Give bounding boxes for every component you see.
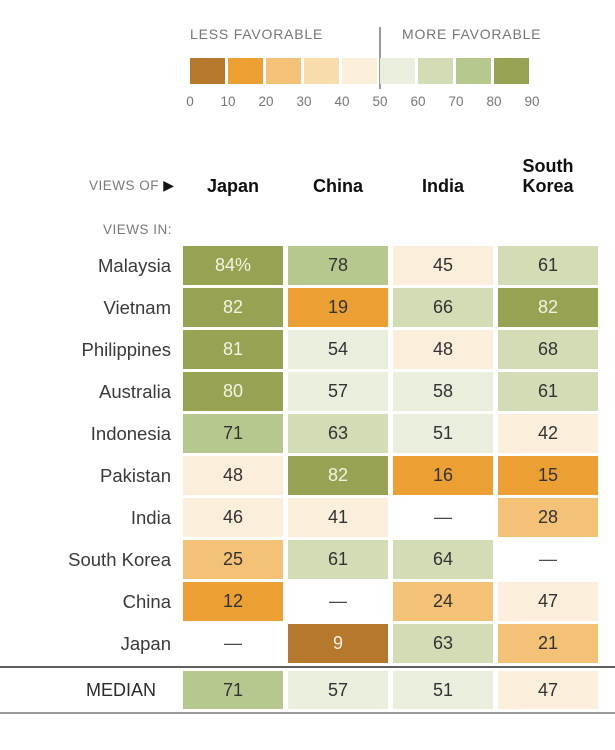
column-header-china: China [312, 175, 363, 196]
cell-china-china: — [288, 582, 388, 621]
row-label-japan: Japan [120, 632, 171, 654]
cell-indonesia-china: 63 [288, 414, 388, 453]
cell-median-japan: 71 [183, 671, 283, 709]
cell-pakistan-china: 82 [288, 456, 388, 495]
cell-australia-japan: 80 [183, 372, 283, 411]
median-row-label: MEDIAN [85, 679, 156, 700]
table-bottom-rule [0, 712, 615, 714]
column-header-south-korea: South Korea [522, 155, 574, 196]
cell-median-south-korea: 47 [498, 671, 598, 709]
row-label-vietnam: Vietnam [103, 296, 171, 318]
row-label-pakistan: Pakistan [100, 464, 171, 486]
cell-philippines-china: 54 [288, 330, 388, 369]
legend-tick: 30 [296, 94, 312, 109]
cell-malaysia-india: 45 [393, 246, 493, 285]
cell-china-japan: 12 [183, 582, 283, 621]
cell-india-india: — [393, 498, 493, 537]
legend-tick: 40 [334, 94, 350, 109]
row-label-indonesia: Indonesia [90, 422, 171, 444]
legend-swatch-50-60 [380, 58, 415, 84]
cell-south-korea-china: 61 [288, 540, 388, 579]
cell-south-korea-india: 64 [393, 540, 493, 579]
column-header-japan: Japan [206, 175, 260, 196]
legend-swatch-20-30 [266, 58, 301, 84]
cell-pakistan-south-korea: 15 [498, 456, 598, 495]
legend-tick: 0 [186, 94, 194, 109]
favorability-heatmap-table: VIEWS OF ▶ Japan China India South Korea… [0, 132, 615, 714]
cell-japan-japan: — [183, 624, 283, 663]
cell-vietnam-china: 19 [288, 288, 388, 327]
legend-less-favorable-label: LESS FAVORABLE [190, 26, 324, 42]
cell-pakistan-india: 16 [393, 456, 493, 495]
legend-swatch-0-10 [190, 58, 225, 84]
cell-australia-south-korea: 61 [498, 372, 598, 411]
legend-swatch-row [190, 58, 529, 84]
cell-south-korea-south-korea: — [498, 540, 598, 579]
median-top-rule [0, 666, 615, 668]
cell-indonesia-japan: 71 [183, 414, 283, 453]
cell-philippines-south-korea: 68 [498, 330, 598, 369]
cell-malaysia-japan: 84% [183, 246, 283, 285]
cell-median-china: 57 [288, 671, 388, 709]
legend-swatch-70-80 [456, 58, 491, 84]
row-label-south-korea: South Korea [68, 548, 171, 570]
legend-swatch-10-20 [228, 58, 263, 84]
cell-china-india: 24 [393, 582, 493, 621]
cell-japan-china: 9 [288, 624, 388, 663]
legend-tick: 20 [258, 94, 274, 109]
cell-indonesia-india: 51 [393, 414, 493, 453]
legend-tick: 80 [486, 94, 502, 109]
row-label-india: India [130, 506, 171, 528]
row-label-china: China [122, 590, 171, 612]
legend-swatch-40-50 [342, 58, 377, 84]
cell-vietnam-japan: 82 [183, 288, 283, 327]
cell-south-korea-japan: 25 [183, 540, 283, 579]
legend-swatch-60-70 [418, 58, 453, 84]
cell-vietnam-south-korea: 82 [498, 288, 598, 327]
cell-india-south-korea: 28 [498, 498, 598, 537]
cell-australia-india: 58 [393, 372, 493, 411]
views-of-header: VIEWS OF ▶ [0, 177, 178, 210]
cell-philippines-japan: 81 [183, 330, 283, 369]
legend-more-favorable-label: MORE FAVORABLE [402, 26, 542, 42]
cell-malaysia-south-korea: 61 [498, 246, 598, 285]
cell-philippines-india: 48 [393, 330, 493, 369]
cell-vietnam-india: 66 [393, 288, 493, 327]
legend-tick: 10 [220, 94, 236, 109]
row-label-malaysia: Malaysia [98, 254, 171, 276]
legend-tick: 60 [410, 94, 426, 109]
cell-pakistan-japan: 48 [183, 456, 283, 495]
legend-tick: 50 [372, 94, 388, 109]
views-of-label: VIEWS OF [88, 178, 159, 193]
legend-swatch-80-90 [494, 58, 529, 84]
favorability-color-legend: LESS FAVORABLE MORE FAVORABLE 0 10 20 30… [186, 26, 590, 112]
legend-tick: 90 [524, 94, 540, 109]
cell-japan-south-korea: 21 [498, 624, 598, 663]
cell-malaysia-china: 78 [288, 246, 388, 285]
cell-median-india: 51 [393, 671, 493, 709]
right-arrow-icon: ▶ [163, 177, 174, 193]
views-in-label: VIEWS IN: [102, 222, 172, 237]
legend-swatch-30-40 [304, 58, 339, 84]
cell-japan-india: 63 [393, 624, 493, 663]
cell-china-south-korea: 47 [498, 582, 598, 621]
cell-australia-china: 57 [288, 372, 388, 411]
legend-tick: 70 [448, 94, 464, 109]
column-header-india: India [421, 175, 464, 196]
row-label-australia: Australia [99, 380, 171, 402]
cell-india-china: 41 [288, 498, 388, 537]
cell-india-japan: 46 [183, 498, 283, 537]
cell-indonesia-south-korea: 42 [498, 414, 598, 453]
row-label-philippines: Philippines [81, 338, 171, 360]
